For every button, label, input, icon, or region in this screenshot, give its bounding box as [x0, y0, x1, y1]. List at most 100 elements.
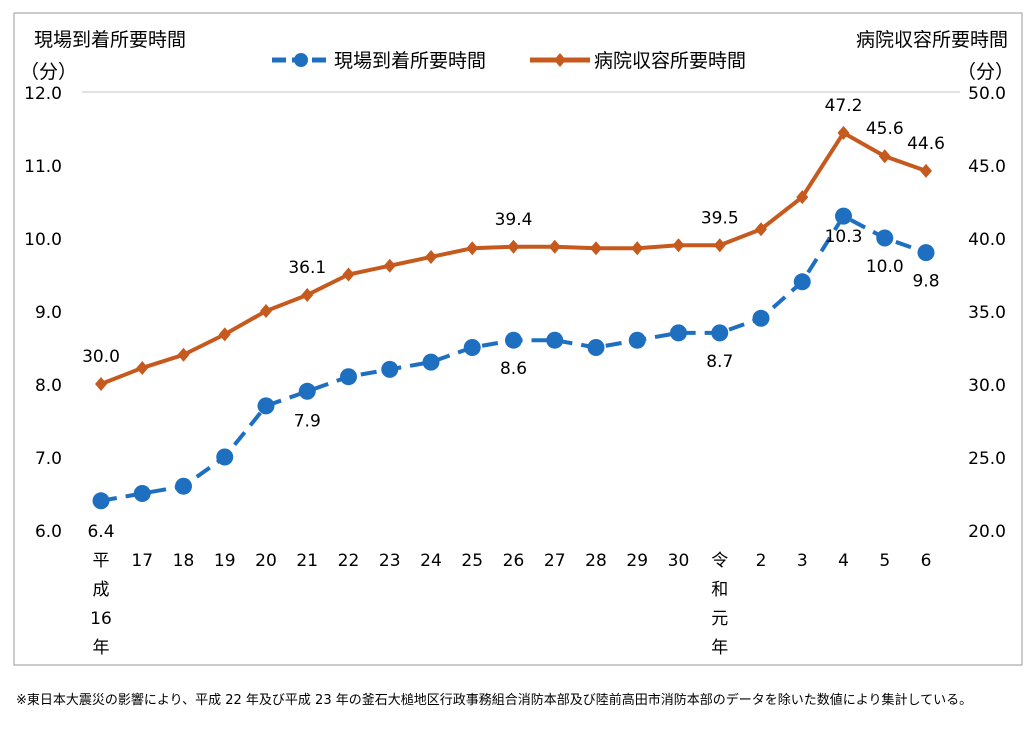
x-tick-label: 30	[668, 551, 690, 571]
arrival-point	[628, 331, 646, 349]
x-tick-label: 26	[503, 551, 525, 571]
hospital-point	[425, 249, 437, 264]
arrival-point	[463, 339, 481, 356]
hospital-point	[218, 327, 231, 342]
arrival-point	[670, 324, 687, 342]
hospital-point	[837, 125, 850, 140]
arrival-point	[422, 353, 440, 371]
hospital-data-label: 47.2	[825, 96, 863, 116]
arrival-point	[835, 207, 852, 225]
hospital-point	[507, 239, 520, 254]
right-axis-title: 病院収容所要時間	[856, 29, 1008, 51]
arrival-point	[92, 492, 110, 510]
right-tick-label: 50.0	[968, 84, 1006, 104]
legend-label-arrival: 現場到着所要時間	[334, 50, 486, 72]
legend: 現場到着所要時間 病院収容所要時間	[272, 50, 746, 72]
x-tick-label: 22	[338, 551, 360, 571]
left-tick-label: 8.0	[35, 376, 62, 396]
hospital-point	[95, 377, 107, 391]
hospital-data-label: 36.1	[288, 258, 326, 278]
left-tick-label: 9.0	[35, 303, 62, 323]
right-tick-label: 25.0	[968, 449, 1006, 469]
x-tick-label: 25	[461, 551, 483, 571]
arrival-point	[175, 477, 192, 495]
x-tick-label: 28	[585, 551, 607, 571]
left-tick-label: 11.0	[24, 157, 62, 177]
hospital-data-label: 30.0	[82, 347, 120, 367]
right-tick-label: 40.0	[968, 230, 1006, 250]
right-tick-label: 45.0	[968, 157, 1006, 177]
footnote: ※東日本大震災の影響により、平成 22 年及び平成 23 年の釜石大槌地区行政事…	[16, 693, 973, 708]
hospital-point	[755, 222, 767, 237]
arrival-data-label: 9.8	[912, 272, 939, 292]
hospital-point	[920, 163, 932, 178]
x-tick-label: 成	[93, 580, 110, 600]
arrival-point	[216, 448, 234, 466]
x-tick-label: 3	[797, 551, 808, 571]
x-tick-label: 23	[379, 551, 401, 571]
x-tick-label: 20	[255, 551, 277, 571]
arrival-data-label: 8.7	[706, 352, 733, 372]
line-chart: 現場到着所要時間 （分） 病院収容所要時間 （分） 現場到着所要時間 病院収容所…	[13, 12, 1023, 666]
hospital-point	[878, 149, 891, 164]
left-tick-label: 7.0	[35, 449, 62, 469]
hospital-data-label: 39.4	[495, 210, 533, 230]
x-tick-label: 年	[711, 638, 728, 658]
hospital-point	[136, 360, 149, 375]
x-tick-label: 29	[626, 551, 648, 571]
arrival-point	[298, 382, 316, 400]
x-tick-label: 年	[93, 638, 110, 658]
hospital-point	[177, 347, 190, 362]
x-tick-label: 元	[711, 609, 728, 629]
x-tick-label: 5	[879, 551, 890, 571]
hospital-point	[342, 267, 355, 282]
arrival-data-label: 7.9	[294, 411, 321, 431]
arrival-point	[505, 331, 522, 349]
hospital-data-label: 44.6	[907, 134, 945, 154]
x-tick-label: 令	[711, 551, 728, 571]
arrival-data-label: 6.4	[87, 522, 114, 542]
arrival-point	[340, 368, 357, 386]
x-tick-label: 16	[90, 609, 112, 629]
legend-marker-circle	[294, 53, 308, 67]
arrival-point	[257, 397, 275, 415]
x-tick-label: 4	[838, 551, 849, 571]
arrival-point	[917, 244, 935, 262]
legend-marker-diamond	[554, 53, 566, 67]
hospital-point	[466, 241, 479, 256]
x-tick-label: 21	[296, 551, 318, 571]
arrival-point	[711, 324, 729, 342]
x-tick-label: 17	[131, 551, 153, 571]
x-tick-label: 6	[921, 551, 932, 571]
arrival-point	[587, 339, 605, 356]
hospital-point	[713, 238, 726, 253]
x-tick-label: 24	[420, 551, 442, 571]
arrival-point	[133, 485, 151, 502]
arrival-point	[381, 360, 399, 378]
hospital-data-label: 45.6	[866, 119, 904, 139]
hospital-point	[548, 239, 561, 254]
left-axis-unit: （分）	[20, 61, 77, 83]
hospital-point	[631, 241, 644, 256]
arrival-point	[546, 331, 564, 349]
left-tick-label: 10.0	[24, 230, 62, 250]
hospital-data-label: 39.5	[701, 208, 739, 228]
arrival-data-label: 8.6	[500, 359, 527, 379]
hospital-point	[260, 304, 272, 318]
left-tick-label: 12.0	[24, 84, 62, 104]
x-tick-label: 2	[756, 551, 767, 571]
hospital-point	[796, 190, 809, 205]
chart-frame	[13, 12, 1023, 666]
right-tick-label: 35.0	[968, 303, 1006, 323]
right-tick-label: 30.0	[968, 376, 1006, 396]
x-tick-label: 平	[93, 551, 110, 571]
hospital-point	[672, 238, 685, 253]
x-tick-label: 27	[544, 551, 566, 571]
left-tick-label: 6.0	[35, 522, 62, 542]
left-axis-title: 現場到着所要時間	[34, 29, 186, 51]
x-tick-label: 和	[711, 580, 728, 600]
x-tick-label: 18	[173, 551, 195, 571]
hospital-point	[301, 287, 314, 302]
legend-label-hospital: 病院収容所要時間	[594, 50, 746, 72]
